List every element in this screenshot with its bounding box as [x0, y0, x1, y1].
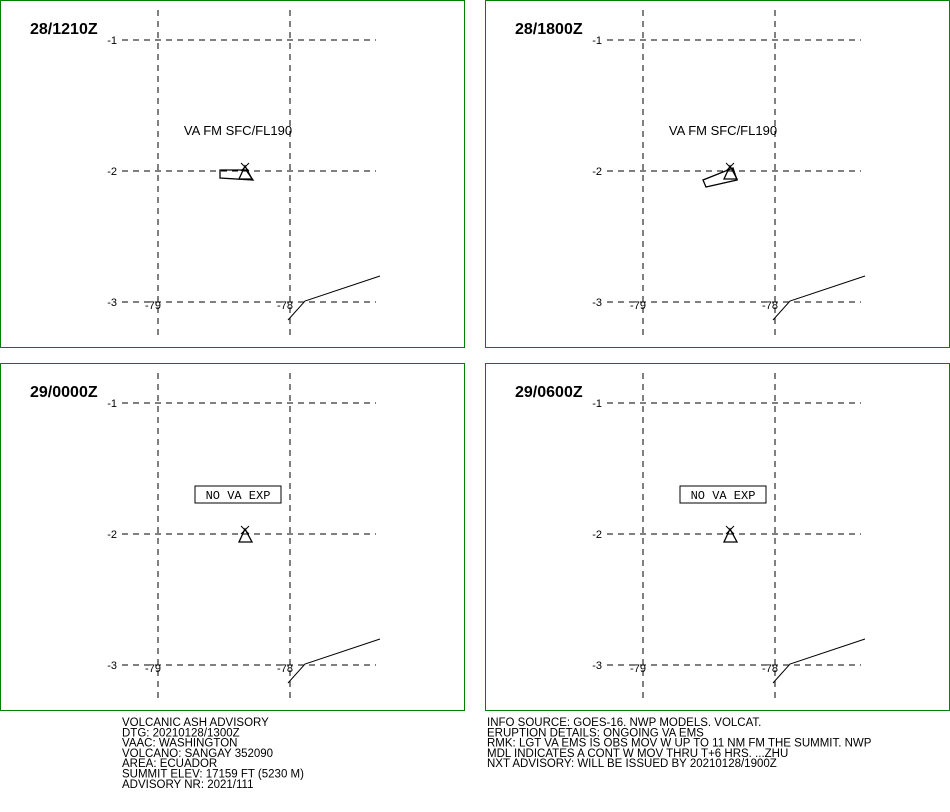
lat-label: -1 — [592, 35, 602, 47]
lon-label: -79 — [630, 663, 646, 675]
lon-label: -78 — [277, 300, 293, 312]
lat-label: -2 — [107, 166, 117, 178]
lon-label: -79 — [145, 663, 161, 675]
footer-line: RMK: LGT VA EMS IS OBS MOV W UP TO 11 NM… — [487, 738, 872, 750]
map-panel: -1 -2 -3 -79 -78 28/1210Z VA FM SFC/FL190 — [0, 0, 465, 348]
footer-line: ADVISORY NR: 2021/111 — [122, 779, 253, 791]
volcano-plume — [725, 162, 735, 172]
footer-line: VAAC: WASHINGTON — [122, 738, 237, 750]
volcano-plume — [240, 162, 250, 172]
lon-label: -79 — [630, 300, 646, 312]
annotation: VA FM SFC/FL190 — [184, 123, 292, 138]
lat-label: -2 — [592, 529, 602, 541]
lat-label: -2 — [592, 166, 602, 178]
ash-area — [702, 167, 738, 188]
lat-label: -2 — [107, 529, 117, 541]
volcano-symbol — [237, 164, 254, 180]
footer-line: ERUPTION DETAILS: ONGOING VA EMS — [487, 727, 704, 739]
lat-label: -3 — [107, 660, 117, 672]
footer-line: NXT ADVISORY: WILL BE ISSUED BY 20210128… — [487, 758, 777, 770]
annotation: NO VA EXP — [691, 489, 756, 503]
footer-line: DTG: 20210128/1300Z — [122, 727, 240, 739]
lat-label: -3 — [592, 660, 602, 672]
map-panel: -1 -2 -3 -79 -78 29/0600Z NO VA EXP — [485, 363, 950, 711]
volcano-plume — [240, 525, 250, 535]
panel-border — [485, 363, 950, 711]
panel-border — [0, 363, 465, 711]
coastline — [772, 275, 866, 321]
map-panel: -1 -2 -3 -79 -78 28/1800Z VA FM SFC/FL190 — [485, 0, 950, 348]
footer-line: AREA: ECUADOR — [122, 758, 217, 770]
coastline — [772, 638, 866, 684]
annotation-box — [194, 485, 282, 504]
lon-label: -78 — [762, 300, 778, 312]
volcano-symbol — [722, 164, 739, 180]
lat-label: -1 — [107, 398, 117, 410]
volcano-plume — [725, 525, 735, 535]
lon-label: -78 — [277, 663, 293, 675]
lon-label: -79 — [145, 300, 161, 312]
valid-time: 28/1800Z — [515, 21, 583, 38]
coastline — [287, 275, 381, 321]
annotation: NO VA EXP — [206, 489, 271, 503]
map-panel: -1 -2 -3 -79 -78 29/0000Z NO VA EXP — [0, 363, 465, 711]
valid-time: 28/1210Z — [30, 21, 98, 38]
footer-line: VOLCANIC ASH ADVISORY — [122, 717, 269, 729]
lat-label: -3 — [592, 297, 602, 309]
valid-time: 29/0000Z — [30, 384, 98, 401]
volcano-symbol — [722, 527, 739, 543]
footer-line: INFO SOURCE: GOES-16. NWP MODELS. VOLCAT… — [487, 717, 761, 729]
footer-line: VOLCANO: SANGAY 352090 — [122, 748, 273, 760]
lat-label: -3 — [107, 297, 117, 309]
valid-time: 29/0600Z — [515, 384, 583, 401]
footer-line: MDL INDICATES A CONT W MOV THRU T+6 HRS.… — [487, 748, 788, 760]
coastline — [287, 638, 381, 684]
volcano-symbol — [237, 527, 254, 543]
ash-area — [219, 169, 255, 181]
annotation-box — [679, 485, 767, 504]
lat-label: -1 — [107, 35, 117, 47]
lon-label: -78 — [762, 663, 778, 675]
annotation: VA FM SFC/FL190 — [669, 123, 777, 138]
panel-border — [0, 0, 465, 348]
footer-line: SUMMIT ELEV: 17159 FT (5230 M) — [122, 769, 304, 781]
lat-label: -1 — [592, 398, 602, 410]
